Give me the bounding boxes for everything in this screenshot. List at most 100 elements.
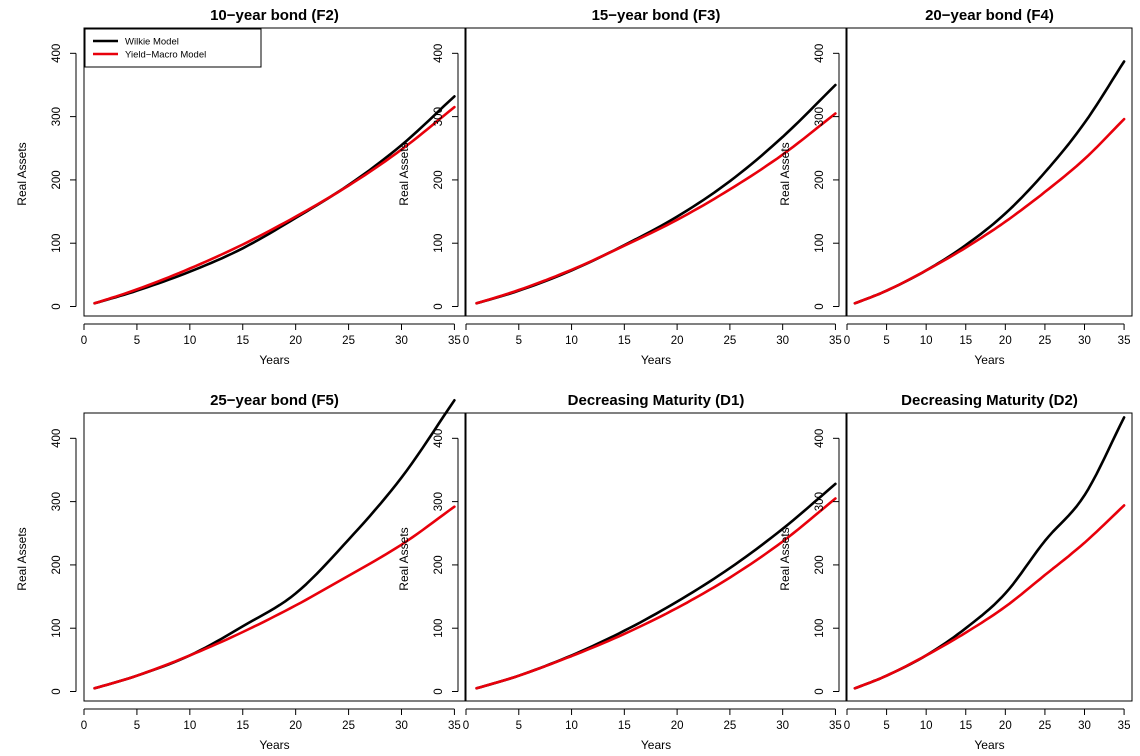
x-tick-label: 20 [999, 720, 1012, 732]
x-tick-label: 0 [463, 720, 469, 732]
chart-title: 25−year bond (F5) [210, 392, 339, 409]
y-tick-label: 400 [814, 429, 826, 448]
y-tick-label: 0 [433, 303, 445, 309]
x-tick-label: 30 [395, 720, 408, 732]
chart-panel: 15−year bond (F3) 0 5 10 15 20 25 30 35 Years 0 100… [397, 7, 847, 367]
x-tick-label: 35 [448, 335, 461, 347]
x-tick-label: 15 [959, 720, 972, 732]
y-tick-label: 200 [814, 170, 826, 189]
x-tick-label: 25 [1039, 335, 1052, 347]
y-tick-label: 300 [51, 107, 63, 126]
x-tick-label: 5 [883, 720, 889, 732]
y-tick-label: 200 [433, 555, 445, 574]
y-axis-label: Real Assets [397, 527, 411, 590]
y-tick-label: 100 [433, 619, 445, 638]
x-tick-label: 30 [776, 720, 789, 732]
y-tick-label: 300 [814, 107, 826, 126]
y-tick-label: 100 [814, 234, 826, 253]
x-tick-label: 25 [342, 720, 355, 732]
y-tick-label: 0 [51, 688, 63, 694]
y-tick-label: 400 [433, 429, 445, 448]
y-axis-label: Real Assets [778, 527, 792, 590]
x-tick-label: 10 [183, 335, 196, 347]
legend-label: Wilkie Model [125, 37, 179, 48]
x-tick-label: 5 [134, 335, 140, 347]
x-tick-label: 25 [723, 335, 736, 347]
x-tick-label: 15 [959, 335, 972, 347]
x-tick-label: 20 [999, 335, 1012, 347]
x-tick-label: 5 [134, 720, 140, 732]
x-tick-label: 25 [1039, 720, 1052, 732]
y-axis-label: Real Assets [778, 142, 792, 205]
y-tick-label: 100 [51, 619, 63, 638]
series-line [475, 112, 837, 305]
x-tick-label: 0 [844, 720, 850, 732]
y-tick-label: 200 [433, 170, 445, 189]
x-tick-label: 0 [463, 335, 469, 347]
x-tick-label: 20 [671, 335, 684, 347]
x-axis-label: Years [259, 353, 289, 367]
x-tick-label: 10 [920, 720, 933, 732]
chart-panel: Decreasing Maturity (D2) 0 5 10 15 20 25 30 35 Ye… [778, 392, 1133, 752]
series-line [853, 117, 1126, 305]
y-tick-label: 0 [51, 303, 63, 309]
x-tick-label: 0 [81, 335, 87, 347]
y-tick-label: 0 [433, 688, 445, 694]
x-tick-label: 30 [1078, 335, 1091, 347]
chart-title: 20−year bond (F4) [925, 7, 1054, 24]
x-tick-label: 10 [183, 720, 196, 732]
x-axis-label: Years [641, 738, 671, 752]
x-tick-label: 5 [516, 720, 522, 732]
x-tick-label: 30 [395, 335, 408, 347]
x-tick-label: 0 [81, 720, 87, 732]
y-tick-label: 0 [814, 688, 826, 694]
plot-frame [846, 412, 1133, 702]
y-tick-label: 300 [433, 107, 445, 126]
y-tick-label: 200 [814, 555, 826, 574]
x-tick-label: 15 [618, 335, 631, 347]
x-tick-label: 35 [1118, 335, 1131, 347]
x-axis-label: Years [641, 353, 671, 367]
x-tick-label: 25 [342, 335, 355, 347]
x-tick-label: 35 [829, 720, 842, 732]
series-line [93, 505, 456, 690]
y-tick-label: 100 [51, 234, 63, 253]
plot-frame [83, 27, 466, 317]
x-tick-label: 15 [236, 335, 249, 347]
plot-frame [83, 412, 466, 702]
x-tick-label: 15 [618, 720, 631, 732]
chart-title: 15−year bond (F3) [592, 7, 721, 24]
y-axis-label: Real Assets [15, 142, 29, 205]
chart-panel: Decreasing Maturity (D1) 0 5 10 15 20 25 30 35 Ye… [397, 392, 847, 752]
x-tick-label: 35 [448, 720, 461, 732]
y-tick-label: 200 [51, 555, 63, 574]
y-tick-label: 0 [814, 303, 826, 309]
series-line [93, 95, 456, 305]
x-tick-label: 20 [289, 335, 302, 347]
plot-frame [846, 27, 1133, 317]
x-tick-label: 20 [671, 720, 684, 732]
x-tick-label: 5 [516, 335, 522, 347]
x-tick-label: 10 [565, 720, 578, 732]
y-tick-label: 400 [51, 44, 63, 63]
y-axis-label: Real Assets [15, 527, 29, 590]
y-tick-label: 100 [433, 234, 445, 253]
x-tick-label: 5 [883, 335, 889, 347]
x-axis-label: Years [974, 738, 1004, 752]
plot-frame [465, 27, 847, 317]
x-tick-label: 10 [565, 335, 578, 347]
legend: Wilkie Model Yield−Macro Model [84, 28, 262, 68]
series-line [93, 105, 456, 305]
y-tick-label: 200 [51, 170, 63, 189]
y-tick-label: 400 [433, 44, 445, 63]
y-tick-label: 300 [814, 492, 826, 511]
x-tick-label: 20 [289, 720, 302, 732]
y-tick-label: 400 [814, 44, 826, 63]
y-tick-label: 400 [51, 429, 63, 448]
series-line [853, 416, 1126, 690]
x-axis-label: Years [259, 738, 289, 752]
y-tick-label: 300 [51, 492, 63, 511]
chart-panel: 20−year bond (F4) 0 5 10 15 20 25 30 35 Years 0 100… [778, 7, 1133, 367]
x-tick-label: 10 [920, 335, 933, 347]
